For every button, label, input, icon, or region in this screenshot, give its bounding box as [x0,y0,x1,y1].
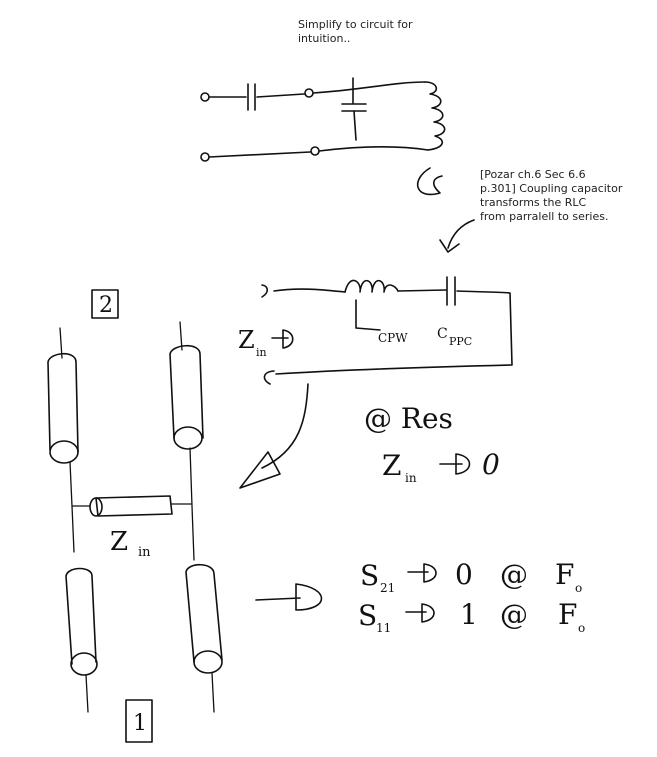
coax-end [70,652,98,676]
ppc-capacitor-symbol [446,276,456,306]
port-2-box [91,289,119,319]
wire [312,81,426,94]
transform-arrow-icon [416,167,443,196]
input-terminal-bottom [200,152,210,162]
s11-frequency: F [558,598,577,631]
lead [211,672,215,713]
s21-value: 0 [455,558,473,591]
l-cpw-subscript: CPW [378,331,408,345]
wire [256,93,305,98]
zin-resonance-value: 0 [482,448,500,481]
curved-arrow-icon [261,383,309,469]
coax-upper-left [47,352,79,453]
series-input-terminal-bottom [263,370,275,385]
zin-resonance-subscript: in [405,471,417,485]
zin-series-subscript: in [256,346,267,359]
s21-label: S [360,559,379,592]
port-1-label: 1 [133,711,147,736]
at-resonance-label: @ Res [364,402,453,435]
line-right [189,447,195,561]
zin-series-label: Z [238,326,255,354]
coax-end [89,497,103,517]
zin-stub-label: Z [110,527,128,557]
wire [318,145,429,152]
parallel-rlc-circuit [200,77,446,162]
lead [179,321,183,351]
arrow-icon [271,329,294,349]
result-arrow-icon [255,583,323,611]
port-1-box [125,699,153,743]
coax-lower-left [65,567,97,665]
lead [85,674,89,713]
coax-end [49,440,79,464]
arrow-head-icon [239,451,281,489]
arrow-icon [439,453,471,475]
wire [275,290,513,375]
node-bottom [310,146,320,156]
wire [273,288,346,293]
coax-end [193,650,223,674]
port-2-label: 2 [99,293,113,318]
coupling-capacitor-symbol [247,83,256,111]
zin-stub-subscript: in [138,545,151,560]
node-top [304,88,314,98]
coax-upper-right [169,344,204,439]
c-ppc-subscript: PPC [449,335,472,348]
cpw-inductor-symbol [344,279,399,293]
s11-frequency-subscript: o [578,621,585,635]
coax-stub [95,495,173,517]
arrow-icon [407,563,437,583]
shunt-capacitor-symbol [341,103,367,112]
coax-lower-right [185,563,223,663]
pozar-reference-note: [Pozar ch.6 Sec 6.6 p.301] Coupling capa… [480,168,623,223]
c-ppc-label: C [437,326,448,342]
wire [353,110,357,141]
arrow-icon [405,603,435,623]
series-lc-circuit: CPW C PPC Z in [238,276,513,385]
series-input-terminal-top [261,284,269,298]
s21-frequency: F [555,558,574,591]
stub-connect [71,503,193,507]
l-cpw-mark [355,299,381,331]
stub-resonator-diagram: 2 Z in 1 [47,289,223,743]
input-terminal-top [200,92,210,102]
s11-label: S [358,599,377,632]
s11-value: 1 [460,598,478,631]
s11-subscript: 11 [376,621,391,635]
line-left [69,461,75,553]
zin-resonance-label: Z [382,449,401,482]
s21-at: @ [500,558,528,591]
lead [59,327,63,359]
simplify-note: Simplify to circuit for intuition.. [298,18,413,45]
note-pointer-arrow-icon [439,219,475,253]
inductor-symbol [424,81,446,151]
s21-subscript: 21 [380,581,395,595]
s21-frequency-subscript: o [575,581,582,595]
s11-at: @ [500,598,528,631]
wire [397,289,447,292]
coax-end [173,426,203,450]
wire [208,151,311,158]
